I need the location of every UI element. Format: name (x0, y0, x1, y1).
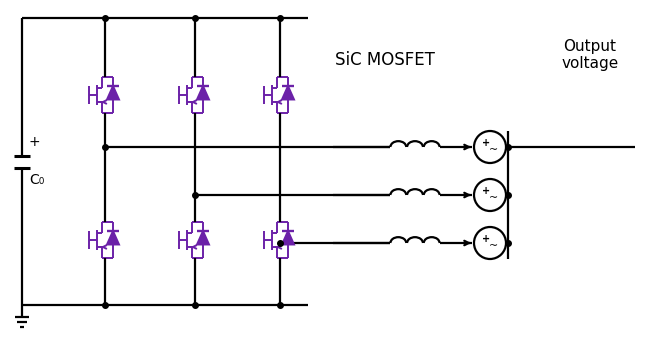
Polygon shape (107, 86, 119, 99)
Polygon shape (282, 86, 294, 99)
Text: SiC MOSFET: SiC MOSFET (335, 51, 435, 69)
Text: C₀: C₀ (29, 173, 44, 187)
Polygon shape (107, 231, 119, 245)
Polygon shape (197, 86, 209, 99)
Text: +: + (482, 138, 490, 148)
Polygon shape (197, 231, 209, 245)
Text: ~: ~ (489, 145, 499, 155)
Text: +: + (482, 234, 490, 244)
Text: +: + (29, 134, 40, 149)
Text: +: + (482, 186, 490, 196)
Text: ~: ~ (489, 193, 499, 203)
Text: ~: ~ (489, 241, 499, 251)
Text: Output
voltage: Output voltage (562, 39, 619, 71)
Polygon shape (282, 231, 294, 245)
